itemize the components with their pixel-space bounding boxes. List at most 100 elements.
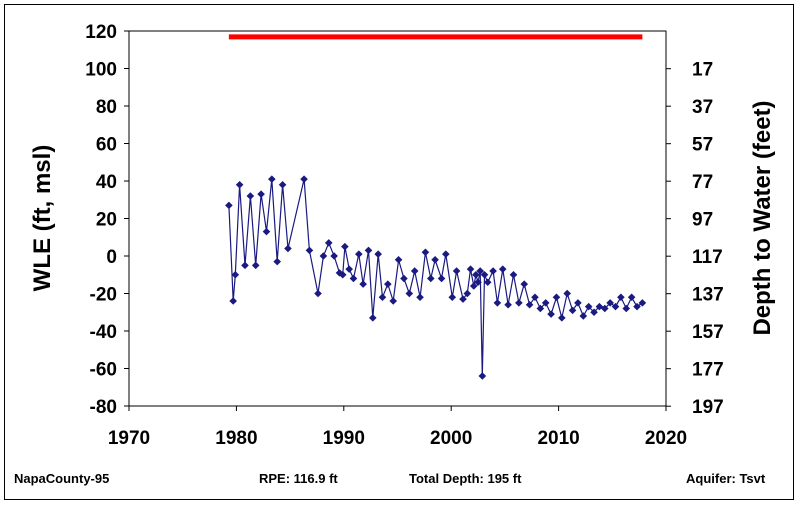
data-point [437,274,446,283]
data-point [314,289,322,298]
total-depth-info: Total Depth: 195 ft [409,471,522,486]
data-point [257,190,265,198]
secondary-y-axis-label: Depth to Water (feet) [749,100,776,335]
data-point [384,280,392,288]
x-tick-label: 2000 [430,428,472,449]
x-tick-label: 1990 [323,428,365,449]
data-point [504,300,512,309]
y-tick-label: -80 [90,397,117,418]
data-point [466,265,475,273]
y2-tick-label: 57 [692,135,713,156]
x-tick-label: 2010 [537,428,579,449]
chart-frame [4,4,794,500]
y2-tick-label: 197 [692,397,724,418]
data-point [349,274,358,283]
plot-border [128,30,667,407]
data-point [431,255,439,264]
data-point [493,299,502,307]
data-point [231,270,240,279]
data-point [595,302,604,311]
y-tick-label: 80 [96,97,117,118]
data-point [525,300,534,309]
data-point [400,274,408,283]
well-name: NapaCounty-95 [14,471,110,486]
data-point [364,246,373,255]
data-point [476,267,484,275]
data-point [442,250,450,258]
y-tick-label: -20 [90,285,117,306]
x-tick-label: 2020 [645,428,687,449]
y2-tick-label: 177 [692,360,724,381]
data-point [452,267,461,275]
y-tick-label: 0 [106,247,117,268]
data-point [558,314,566,322]
y2-tick-label: 37 [692,97,713,118]
data-point [638,299,647,307]
data-point [483,278,492,287]
data-point [268,175,276,183]
data-point [305,246,314,255]
data-point [273,257,282,266]
data-point [472,270,480,279]
y-tick-label: -40 [90,322,117,343]
y-axis-label: WLE (ft, msl) [29,145,56,292]
aquifer-info: Aquifer: Tsvt [686,471,766,486]
plot-area [128,30,667,407]
data-point [611,302,620,311]
data-point [474,278,482,287]
data-point [300,175,308,183]
y-tick-label: 20 [96,210,117,231]
data-point [330,252,338,260]
data-point [463,289,472,298]
data-point [378,293,387,302]
y-tick-label: 120 [85,22,117,43]
data-point [489,267,497,275]
data-point [241,261,249,270]
data-point [394,255,403,264]
data-point [324,239,333,247]
y2-tick-label: 77 [692,172,713,193]
data-point [627,293,636,302]
data-point [389,297,398,305]
data-point [262,227,271,236]
data-point [547,310,555,318]
data-point [225,201,233,210]
data-point [345,265,353,273]
y-tick-label: 100 [85,60,117,81]
data-point [498,265,507,273]
y2-tick-label: 137 [692,285,724,306]
data-point [278,180,287,189]
data-point [405,289,414,298]
data-point [426,274,435,283]
rpe-info: RPE: 116.9 ft [259,471,338,486]
data-point [520,280,529,288]
y-tick-label: 60 [96,135,117,156]
data-point [338,270,347,279]
data-point [341,242,349,251]
data-point [229,297,237,305]
axes: 120 100 80 60 40 20 0 -20 -40 -60 -80 17 37 57 77 97 117… [85,22,723,449]
data-point [606,299,614,307]
data-point [515,299,523,307]
data-point [374,250,382,258]
data-point [319,252,328,260]
data-point [416,293,424,302]
x-tick-label: 1970 [108,428,150,449]
data-point [355,250,363,258]
data-point [584,302,593,311]
data-point [284,244,292,253]
data-point [633,302,641,311]
data-point [448,293,457,302]
data-point [568,306,577,315]
y2-tick-label: 97 [692,210,713,231]
data-point [459,295,467,303]
data-point [541,299,550,307]
series-marks [225,34,647,380]
data-point [552,293,561,302]
series-line [228,178,643,377]
data-point [509,270,518,279]
y2-tick-label: 117 [692,247,723,268]
data-point [235,180,244,189]
data-point [536,304,545,313]
